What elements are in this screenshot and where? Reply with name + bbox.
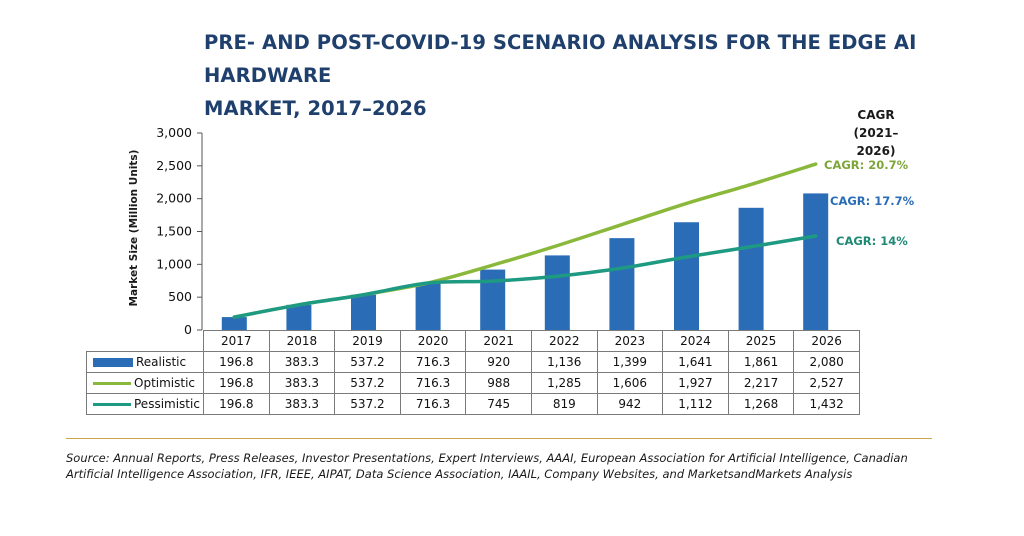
x-tick-label: 2017	[203, 330, 270, 352]
legend-entry-pessimistic: Pessimistic	[86, 393, 204, 415]
bar-realistic-2018	[286, 304, 312, 330]
y-axis-label: Market Size (Million Units)	[128, 150, 140, 307]
chart-title: PRE- AND POST-COVID-19 SCENARIO ANALYSIS…	[204, 26, 964, 125]
data-label: 383.3	[268, 372, 336, 394]
bar-realistic-2022	[544, 255, 570, 330]
data-label: 1,399	[596, 351, 664, 373]
data-label: 2,217	[727, 372, 795, 394]
cagr-heading-line-2: (2021–2026)	[853, 126, 899, 158]
y-tick-label: 0	[184, 322, 192, 337]
bar-realistic-2020	[415, 282, 441, 330]
chart-title-line-2: MARKET, 2017–2026	[204, 97, 427, 120]
chart-title-line-1: PRE- AND POST-COVID-19 SCENARIO ANALYSIS…	[204, 31, 917, 87]
line-optimistic	[232, 162, 818, 319]
x-tick-label: 2023	[596, 330, 664, 352]
table-corner	[87, 331, 204, 352]
scenario-lines	[232, 162, 818, 319]
x-tick-label: 2021	[465, 330, 532, 352]
table-row-pessimistic: Pessimistic 196.8 383.3 537.2 716.3 745 819 942…	[86, 393, 860, 415]
data-label: 1,861	[727, 351, 795, 373]
data-label: 1,606	[596, 372, 664, 394]
divider	[66, 438, 932, 439]
data-label: 196.8	[203, 393, 270, 415]
data-label: 716.3	[399, 372, 467, 394]
legend-swatch	[93, 358, 133, 367]
data-table: 2017 2018 2019 2020 2021 2022 2023 2024 2025 2026…	[86, 330, 860, 415]
data-label: 537.2	[334, 372, 401, 394]
bar-realistic-2026	[803, 193, 829, 330]
data-label: 988	[465, 372, 532, 394]
y-tick-label: 2,500	[156, 158, 192, 173]
data-label: 1,641	[662, 351, 729, 373]
data-label: 716.3	[399, 351, 467, 373]
table-row-years: 2017 2018 2019 2020 2021 2022 2023 2024 2025 2026	[87, 330, 860, 352]
y-tick-label: 3,000	[156, 125, 192, 140]
y-axis: 3,000 2,500 2,000 1,500 1,000 500 0	[156, 125, 203, 337]
data-label: 920	[465, 351, 532, 373]
data-label: 196.8	[203, 351, 270, 373]
chart-area: 3,000 2,500 2,000 1,500 1,000 500 0 Market Siz…	[128, 125, 829, 337]
cagr-realistic: CAGR: 17.7%	[830, 194, 915, 208]
legend-entry-realistic: Realistic	[86, 351, 204, 373]
data-label: 1,432	[793, 393, 860, 415]
cagr-heading: CAGR (2021–2026)	[836, 106, 916, 160]
data-label: 2,080	[793, 351, 860, 373]
data-label: 383.3	[268, 351, 336, 373]
data-label: 383.3	[268, 393, 336, 415]
bar-realistic-2024	[674, 222, 699, 330]
y-tick-label: 1,500	[156, 224, 192, 239]
y-tick-label: 1,000	[156, 256, 192, 271]
legend-entry-optimistic: Optimistic	[86, 372, 204, 394]
legend-label: Pessimistic	[134, 397, 200, 411]
data-label: 1,927	[662, 372, 729, 394]
data-label: 1,136	[530, 351, 598, 373]
data-label: 2,527	[793, 372, 860, 394]
x-tick-label: 2025	[727, 330, 795, 352]
legend-swatch	[93, 403, 131, 406]
legend-label: Realistic	[136, 355, 187, 369]
source-note: Source: Annual Reports, Press Releases, …	[66, 451, 908, 481]
cagr-heading-line-1: CAGR	[857, 108, 895, 122]
x-tick-label: 2026	[793, 330, 860, 352]
bar-realistic-2023	[609, 238, 635, 330]
y-tick-label: 2,000	[156, 191, 192, 206]
table-row-realistic: Realistic 196.8 383.3 537.2 716.3 920 1,136 1,3…	[86, 351, 860, 373]
x-tick-label: 2018	[268, 330, 336, 352]
data-label: 745	[465, 393, 532, 415]
data-label: 819	[530, 393, 598, 415]
bar-realistic-2017	[221, 317, 247, 330]
table-row-optimistic: Optimistic 196.8 383.3 537.2 716.3 988 1,285 1,…	[86, 372, 860, 394]
x-tick-label: 2019	[334, 330, 401, 352]
x-tick-label: 2024	[662, 330, 729, 352]
bar-realistic-2021	[480, 269, 506, 330]
data-label: 1,285	[530, 372, 598, 394]
bar-realistic-2019	[351, 294, 376, 330]
bar-realistic-2025	[738, 207, 764, 330]
data-label: 537.2	[334, 393, 401, 415]
legend-swatch	[93, 382, 131, 385]
data-label: 716.3	[399, 393, 467, 415]
cagr-pessimistic: CAGR: 14%	[836, 234, 908, 248]
cagr-optimistic: CAGR: 20.7%	[824, 158, 909, 172]
data-label: 537.2	[334, 351, 401, 373]
x-tick-label: 2022	[530, 330, 598, 352]
legend-label: Optimistic	[134, 376, 196, 390]
data-label: 1,112	[662, 393, 729, 415]
x-tick-label: 2020	[399, 330, 467, 352]
line-pessimistic	[232, 234, 818, 319]
data-label: 942	[596, 393, 664, 415]
bars-realistic	[221, 193, 829, 330]
data-label: 196.8	[203, 372, 270, 394]
y-tick-label: 500	[168, 289, 192, 304]
data-label: 1,268	[727, 393, 795, 415]
